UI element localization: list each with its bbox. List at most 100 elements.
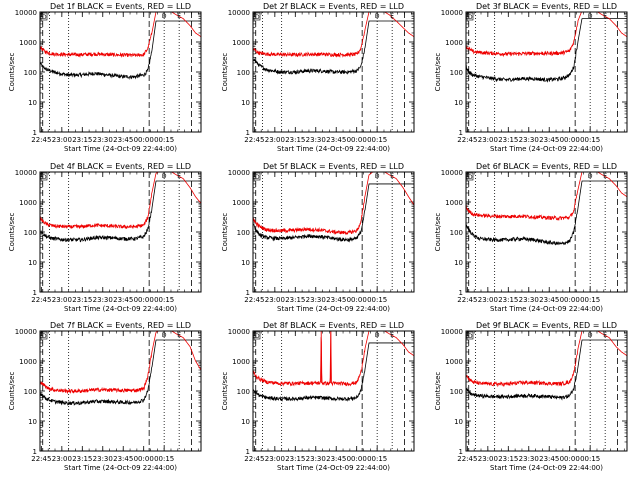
series-line-lld	[40, 172, 201, 230]
y-tick-label: 1	[459, 289, 463, 297]
x-tick-label: 00:00	[134, 136, 154, 144]
marker-label-e: E	[390, 332, 394, 339]
detector-panel-9: Det 9f BLACK = Events, RED = LLD Counts/s…	[434, 321, 628, 472]
x-tick-label: 00:00	[560, 136, 580, 144]
y-tick-label: 10000	[15, 169, 37, 177]
y-axis-label: Counts/sec	[8, 213, 16, 252]
y-tick-label: 1	[246, 289, 250, 297]
x-tick-label: 23:15	[285, 455, 305, 463]
axes-frame	[252, 330, 415, 452]
series-line-events	[253, 183, 414, 243]
marker-label-e: E	[603, 13, 607, 20]
y-axis-label: Counts/sec	[221, 213, 229, 252]
marker-label-d: D	[588, 332, 593, 339]
corner-marker-label: D	[42, 14, 47, 21]
axes-frame	[465, 11, 628, 133]
series-line-lld	[253, 12, 414, 58]
x-tick-label: 23:00	[478, 136, 498, 144]
x-tick-label: 00:15	[580, 455, 600, 463]
y-tick-label: 1000	[445, 199, 463, 207]
series-line-lld	[466, 12, 627, 58]
x-tick-label: 23:30	[306, 455, 326, 463]
y-axis-label: Counts/sec	[221, 53, 229, 92]
y-tick-label: 1000	[19, 199, 37, 207]
y-tick-label: 10	[454, 259, 463, 267]
y-axis-label: Counts/sec	[434, 53, 442, 92]
y-tick-label: 10000	[228, 328, 250, 336]
marker-label-e: E	[177, 173, 181, 180]
marker-label-d: D	[162, 173, 167, 180]
detector-panel-4: Det 4f BLACK = Events, RED = LLD Counts/s…	[8, 162, 202, 313]
x-tick-label: 00:00	[347, 296, 367, 304]
x-tick-label: 23:00	[265, 136, 285, 144]
detector-panel-5: Det 5f BLACK = Events, RED = LLD Counts/s…	[221, 162, 415, 313]
marker-label-e: E	[390, 13, 394, 20]
series-line-events	[40, 20, 201, 80]
x-axis-label: Start Time (24-Oct-09 22:44:00)	[277, 305, 390, 313]
corner-marker-label: D	[468, 14, 473, 21]
plot-area	[466, 12, 627, 83]
chart-title: Det 9f BLACK = Events, RED = LLD	[476, 321, 617, 330]
y-tick-label: 10	[241, 99, 250, 107]
y-tick-label: 10000	[441, 9, 463, 17]
x-axis-label: Start Time (24-Oct-09 22:44:00)	[277, 145, 390, 153]
marker-label-e: E	[603, 173, 607, 180]
y-tick-label: 1000	[232, 39, 250, 47]
series-line-lld	[253, 172, 414, 236]
y-axis-label: Counts/sec	[8, 372, 16, 411]
corner-marker-label: D	[468, 174, 473, 181]
x-axis-label: Start Time (24-Oct-09 22:44:00)	[64, 305, 177, 313]
series-line-events	[253, 342, 414, 402]
series-line-lld	[466, 331, 627, 388]
y-tick-label: 10	[241, 418, 250, 426]
corner-marker-box	[40, 331, 48, 340]
x-axis-label: Start Time (24-Oct-09 22:44:00)	[490, 305, 603, 313]
x-tick-label: 23:30	[93, 136, 113, 144]
x-tick-label: 23:30	[306, 136, 326, 144]
x-tick-label: 00:15	[367, 136, 387, 144]
detector-panel-8: Det 8f BLACK = Events, RED = LLD Counts/s…	[221, 321, 415, 472]
x-tick-label: 22:45	[31, 455, 51, 463]
x-tick-label: 23:45	[113, 136, 133, 144]
x-tick-label: 23:15	[498, 136, 518, 144]
x-tick-label: 00:15	[367, 296, 387, 304]
y-tick-label: 100	[450, 229, 463, 237]
y-axis-label: Counts/sec	[434, 213, 442, 252]
series-line-events	[466, 18, 627, 83]
corner-marker-box	[253, 12, 261, 21]
x-axis-label: Start Time (24-Oct-09 22:44:00)	[64, 464, 177, 472]
detector-panel-1: Det 1f BLACK = Events, RED = LLD Counts/s…	[8, 2, 202, 153]
y-tick-label: 1	[246, 448, 250, 456]
y-tick-label: 10000	[441, 169, 463, 177]
series-line-events	[466, 339, 627, 401]
corner-marker-label: D	[42, 333, 47, 340]
corner-marker-label: D	[255, 333, 260, 340]
y-tick-label: 10	[241, 259, 250, 267]
y-tick-label: 1000	[445, 358, 463, 366]
y-tick-label: 1000	[445, 39, 463, 47]
y-tick-label: 100	[237, 69, 250, 77]
x-tick-label: 00:00	[134, 296, 154, 304]
axes-frame	[465, 330, 628, 452]
axes-frame	[39, 11, 202, 133]
plot-area	[40, 331, 201, 407]
detector-panel-7: Det 7f BLACK = Events, RED = LLD Counts/s…	[8, 321, 202, 472]
y-tick-label: 1	[246, 129, 250, 137]
y-tick-label: 10000	[228, 9, 250, 17]
x-axis-label: Start Time (24-Oct-09 22:44:00)	[490, 464, 603, 472]
corner-marker-box	[466, 331, 474, 340]
y-tick-label: 1	[33, 289, 37, 297]
plot-area	[253, 331, 414, 402]
x-tick-label: 23:45	[326, 296, 346, 304]
chart-title: Det 3f BLACK = Events, RED = LLD	[476, 2, 617, 11]
x-tick-label: 23:45	[539, 296, 559, 304]
marker-label-e: E	[177, 332, 181, 339]
plot-area	[466, 172, 627, 246]
y-tick-label: 1	[33, 448, 37, 456]
x-tick-label: 23:00	[478, 296, 498, 304]
marker-label-e: E	[390, 173, 394, 180]
x-tick-label: 22:45	[457, 455, 477, 463]
x-tick-label: 23:15	[285, 296, 305, 304]
marker-label-d: D	[375, 13, 380, 20]
marker-label-d: D	[588, 13, 593, 20]
